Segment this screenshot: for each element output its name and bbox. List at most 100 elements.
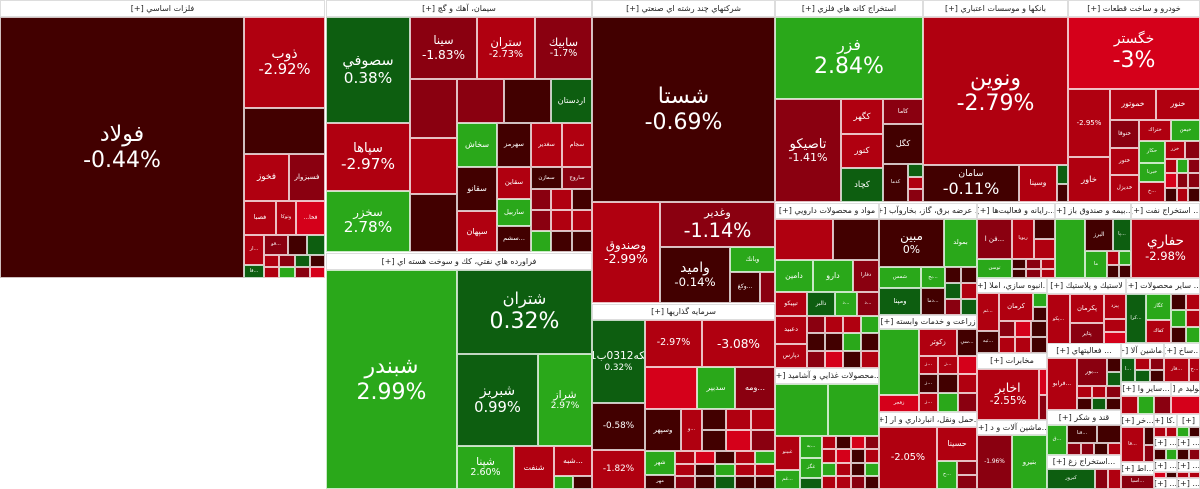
stock-tile[interactable]: فسبزوار bbox=[289, 154, 325, 201]
stock-tile[interactable]: حكار bbox=[1139, 141, 1165, 163]
stock-tile[interactable] bbox=[279, 255, 295, 267]
stock-tile[interactable] bbox=[864, 436, 879, 450]
stock-tile[interactable]: خموتور bbox=[1110, 89, 1156, 120]
stock-tile[interactable]: اردستان bbox=[551, 79, 592, 123]
stock-tile[interactable] bbox=[1137, 396, 1155, 414]
stock-tile[interactable] bbox=[531, 189, 552, 210]
stock-tile[interactable] bbox=[836, 475, 851, 489]
stock-tile[interactable] bbox=[825, 350, 843, 368]
sector-header[interactable]: ... [+] bbox=[1154, 437, 1177, 449]
stock-tile[interactable]: ...ا bbox=[1121, 358, 1135, 382]
stock-tile[interactable]: ...د bbox=[835, 292, 857, 316]
stock-tile[interactable] bbox=[1091, 398, 1107, 410]
sector-header[interactable]: ...خر [+] bbox=[1121, 414, 1154, 427]
sector-header[interactable]: ...بيمه و صندوق باز [+] bbox=[1055, 203, 1131, 219]
stock-tile[interactable] bbox=[836, 449, 851, 463]
sector-header[interactable]: فلزات اساسي [+] bbox=[0, 0, 325, 17]
stock-tile[interactable]: تيپيكو bbox=[775, 292, 807, 316]
sector-header[interactable]: ... [+] bbox=[1154, 478, 1177, 489]
stock-tile[interactable]: شبندر 2.99% bbox=[326, 270, 457, 489]
stock-tile[interactable]: ...اسيا bbox=[1121, 475, 1154, 489]
stock-tile[interactable] bbox=[1177, 427, 1189, 437]
stock-tile[interactable] bbox=[1177, 472, 1189, 478]
stock-tile[interactable] bbox=[800, 478, 822, 489]
stock-tile[interactable] bbox=[1107, 358, 1121, 372]
stock-tile[interactable] bbox=[1188, 173, 1200, 188]
stock-tile[interactable] bbox=[861, 350, 879, 368]
stock-tile[interactable] bbox=[945, 283, 961, 299]
stock-tile[interactable] bbox=[879, 329, 919, 395]
stock-tile[interactable] bbox=[1165, 173, 1177, 188]
stock-tile[interactable] bbox=[1185, 326, 1200, 343]
stock-tile[interactable]: شراز 2.97% bbox=[538, 354, 592, 446]
sector-header[interactable]: ...ماشين آلا [+] bbox=[1121, 343, 1164, 358]
stock-tile[interactable]: ومپنا bbox=[879, 288, 921, 315]
stock-tile[interactable]: ستران -2.73% bbox=[477, 17, 535, 79]
stock-tile[interactable] bbox=[861, 333, 879, 351]
stock-tile[interactable]: ...دما bbox=[921, 288, 945, 315]
stock-tile[interactable]: -3.08% bbox=[702, 320, 775, 367]
stock-tile[interactable]: سابيك -1.7% bbox=[535, 17, 592, 79]
stock-tile[interactable] bbox=[1067, 443, 1081, 455]
stock-tile[interactable]: ...ز bbox=[919, 393, 938, 412]
stock-tile[interactable]: سهرمز bbox=[497, 123, 531, 167]
stock-tile[interactable] bbox=[750, 430, 775, 451]
stock-tile[interactable] bbox=[807, 350, 825, 368]
stock-tile[interactable] bbox=[1171, 294, 1186, 311]
stock-tile[interactable] bbox=[1176, 187, 1189, 202]
stock-tile[interactable]: وبانك bbox=[730, 247, 775, 272]
stock-tile[interactable] bbox=[1034, 239, 1055, 259]
stock-tile[interactable]: ...د bbox=[857, 292, 879, 316]
stock-tile[interactable] bbox=[1165, 187, 1177, 202]
sector-header[interactable]: ... ساير محصولات [+] bbox=[1126, 278, 1200, 294]
stock-tile[interactable] bbox=[1185, 294, 1200, 311]
stock-tile[interactable] bbox=[675, 451, 695, 464]
stock-tile[interactable]: -2.97% bbox=[645, 320, 702, 367]
stock-tile[interactable]: سپاها -2.97% bbox=[326, 123, 410, 191]
stock-tile[interactable] bbox=[1033, 293, 1047, 307]
stock-tile[interactable] bbox=[1144, 427, 1154, 445]
stock-tile[interactable]: خنور bbox=[1156, 89, 1200, 120]
stock-tile[interactable] bbox=[1094, 443, 1108, 455]
stock-tile[interactable] bbox=[1107, 372, 1121, 386]
stock-tile[interactable] bbox=[1097, 425, 1121, 443]
stock-tile[interactable]: دارو bbox=[813, 260, 853, 292]
stock-tile[interactable] bbox=[1034, 219, 1055, 239]
stock-tile[interactable]: ساربيل bbox=[497, 199, 531, 226]
stock-tile[interactable]: البرز bbox=[1085, 219, 1113, 251]
stock-tile[interactable] bbox=[850, 436, 865, 450]
stock-tile[interactable] bbox=[822, 462, 837, 476]
sector-header[interactable]: ...توليد م [+] bbox=[1171, 382, 1200, 396]
stock-tile[interactable]: سامان -0.11% bbox=[923, 165, 1019, 202]
stock-tile[interactable] bbox=[1015, 321, 1031, 337]
stock-tile[interactable] bbox=[850, 475, 865, 489]
stock-tile[interactable]: فخا... bbox=[296, 201, 325, 235]
stock-tile[interactable]: ...سشم bbox=[497, 226, 531, 252]
sector-header[interactable]: سيمان، آهك و گچ [+] bbox=[326, 0, 592, 17]
stock-tile[interactable]: ...كرا bbox=[1126, 294, 1146, 343]
stock-tile[interactable] bbox=[735, 476, 755, 489]
stock-tile[interactable]: ...شبه bbox=[554, 446, 592, 476]
stock-tile[interactable]: فصبا bbox=[244, 201, 276, 235]
stock-tile[interactable] bbox=[1077, 398, 1092, 410]
stock-tile[interactable] bbox=[1154, 472, 1166, 478]
stock-tile[interactable] bbox=[306, 235, 325, 255]
sector-header[interactable]: ...كا [+] bbox=[1154, 414, 1177, 427]
stock-tile[interactable] bbox=[833, 219, 879, 260]
stock-tile[interactable] bbox=[551, 210, 572, 231]
stock-tile[interactable] bbox=[1135, 358, 1150, 370]
stock-tile[interactable] bbox=[1144, 444, 1154, 462]
stock-tile[interactable]: كچاد bbox=[841, 168, 883, 202]
stock-tile[interactable] bbox=[294, 255, 310, 267]
stock-tile[interactable] bbox=[1119, 264, 1131, 278]
stock-tile[interactable] bbox=[938, 393, 958, 412]
stock-tile[interactable] bbox=[1188, 159, 1200, 174]
stock-tile[interactable] bbox=[999, 321, 1015, 337]
stock-tile[interactable]: شستا -0.69% bbox=[592, 17, 775, 202]
stock-tile[interactable] bbox=[1165, 472, 1177, 478]
stock-tile[interactable]: ...فن ا bbox=[977, 219, 1012, 259]
stock-tile[interactable] bbox=[702, 430, 727, 451]
stock-tile[interactable] bbox=[1040, 268, 1055, 278]
stock-tile[interactable] bbox=[908, 176, 923, 190]
stock-tile[interactable] bbox=[309, 266, 325, 278]
